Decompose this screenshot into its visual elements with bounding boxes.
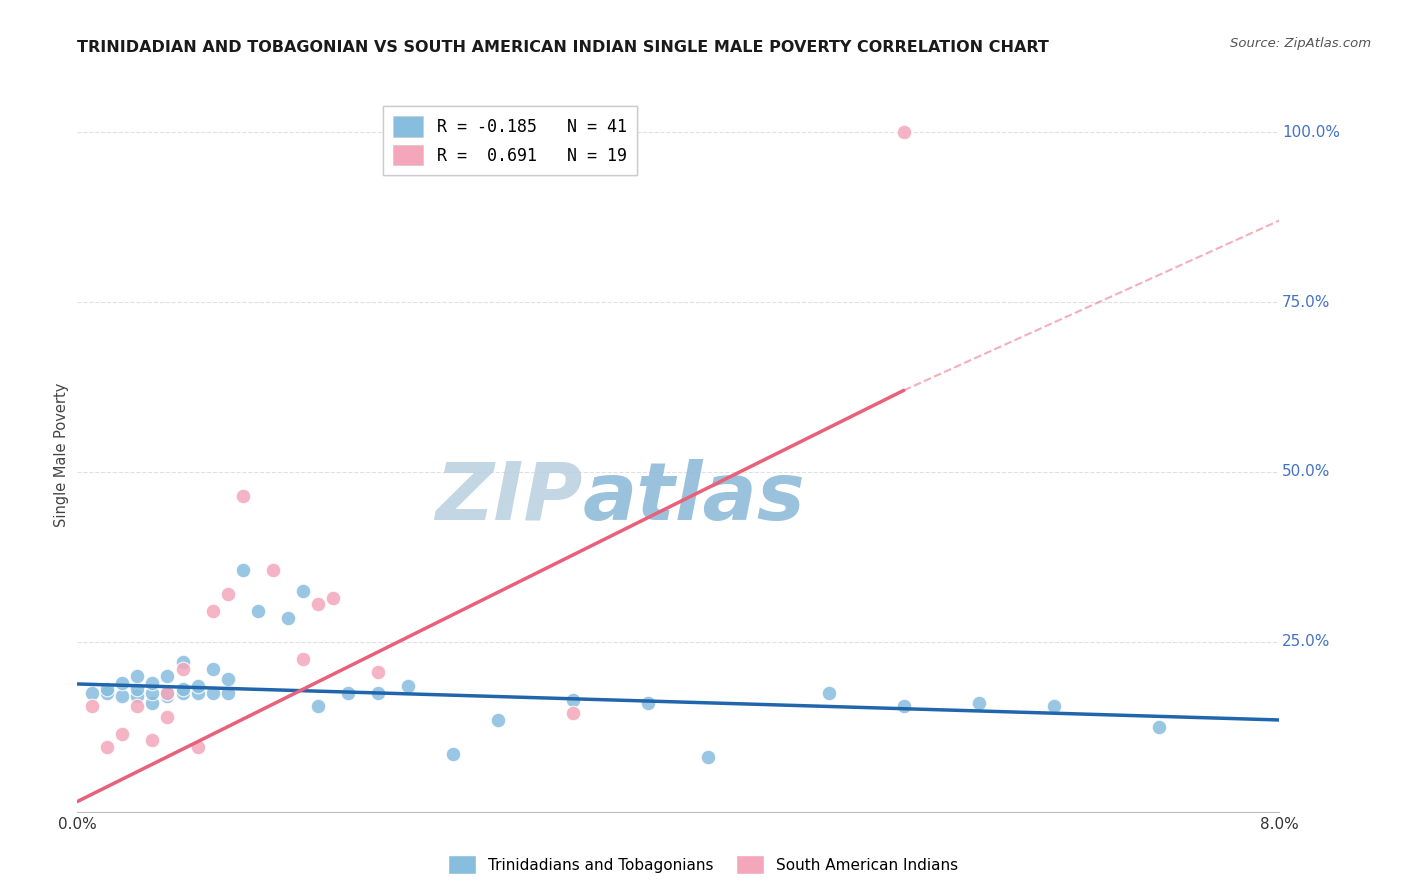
Point — [967, 696, 990, 710]
Point — [127, 669, 149, 683]
Point — [201, 662, 224, 676]
Point — [291, 583, 314, 598]
Point — [186, 740, 209, 755]
Point — [111, 689, 134, 703]
Point — [111, 726, 134, 740]
Point — [893, 125, 915, 139]
Point — [322, 591, 344, 605]
Point — [141, 675, 163, 690]
Point — [817, 686, 839, 700]
Legend: Trinidadians and Tobagonians, South American Indians: Trinidadians and Tobagonians, South Amer… — [441, 849, 965, 880]
Point — [1149, 720, 1171, 734]
Point — [262, 564, 284, 578]
Point — [697, 750, 720, 764]
Point — [277, 611, 299, 625]
Point — [96, 686, 118, 700]
Point — [172, 655, 194, 669]
Text: 75.0%: 75.0% — [1282, 294, 1330, 310]
Point — [232, 564, 254, 578]
Point — [562, 706, 585, 721]
Point — [141, 733, 163, 747]
Point — [232, 489, 254, 503]
Point — [127, 689, 149, 703]
Point — [307, 598, 329, 612]
Text: ZIP: ZIP — [434, 458, 582, 537]
Point — [637, 696, 659, 710]
Point — [156, 689, 179, 703]
Point — [141, 686, 163, 700]
Point — [172, 686, 194, 700]
Text: Source: ZipAtlas.com: Source: ZipAtlas.com — [1230, 37, 1371, 51]
Point — [172, 662, 194, 676]
Point — [291, 652, 314, 666]
Point — [307, 699, 329, 714]
Point — [186, 686, 209, 700]
Point — [156, 686, 179, 700]
Point — [201, 686, 224, 700]
Point — [186, 679, 209, 693]
Point — [141, 696, 163, 710]
Point — [367, 665, 389, 680]
Point — [486, 713, 509, 727]
Point — [82, 686, 104, 700]
Point — [246, 604, 269, 618]
Point — [217, 587, 239, 601]
Point — [893, 699, 915, 714]
Point — [172, 682, 194, 697]
Point — [336, 686, 359, 700]
Text: TRINIDADIAN AND TOBAGONIAN VS SOUTH AMERICAN INDIAN SINGLE MALE POVERTY CORRELAT: TRINIDADIAN AND TOBAGONIAN VS SOUTH AMER… — [77, 40, 1049, 55]
Point — [111, 675, 134, 690]
Point — [156, 709, 179, 723]
Text: 25.0%: 25.0% — [1282, 634, 1330, 649]
Point — [156, 686, 179, 700]
Y-axis label: Single Male Poverty: Single Male Poverty — [53, 383, 69, 527]
Text: 100.0%: 100.0% — [1282, 125, 1340, 140]
Point — [96, 740, 118, 755]
Point — [217, 672, 239, 686]
Point — [217, 686, 239, 700]
Point — [156, 669, 179, 683]
Point — [367, 686, 389, 700]
Point — [201, 604, 224, 618]
Point — [441, 747, 464, 761]
Point — [96, 682, 118, 697]
Point — [396, 679, 419, 693]
Point — [1043, 699, 1066, 714]
Legend: R = -0.185   N = 41, R =  0.691   N = 19: R = -0.185 N = 41, R = 0.691 N = 19 — [384, 106, 637, 176]
Text: atlas: atlas — [582, 458, 806, 537]
Point — [127, 699, 149, 714]
Point — [82, 699, 104, 714]
Point — [562, 692, 585, 706]
Text: 50.0%: 50.0% — [1282, 465, 1330, 479]
Point — [127, 682, 149, 697]
